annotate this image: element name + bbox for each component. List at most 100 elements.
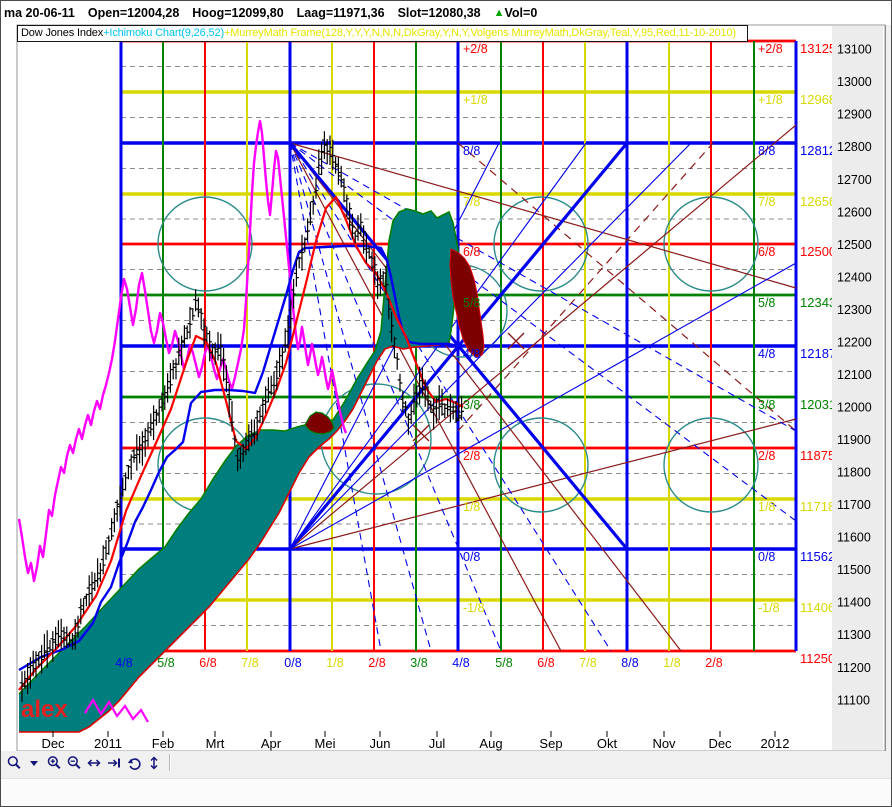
svg-text:2/8: 2/8 [758, 449, 775, 463]
status-volume-group: ▲ Vol=0 [494, 6, 538, 20]
gann-fan-lines [288, 124, 797, 652]
chart-title: Dow Jones Index+Ichimoku Chart(9,26,52)+… [17, 25, 748, 42]
svg-text:11700: 11700 [837, 498, 871, 512]
svg-text:12656: 12656 [800, 194, 836, 209]
watermark: alex [21, 696, 68, 723]
svg-text:0/8: 0/8 [463, 550, 480, 564]
status-bar: ma 20-06-11 Open=12004,28 Hoog=12099,80 … [4, 2, 537, 23]
svg-text:5/8: 5/8 [463, 296, 480, 310]
svg-text:2/8: 2/8 [463, 449, 480, 463]
murrey-labels: +2/8 +2/8 13125 +1/8 +1/8 12968 8/8 8/8 12812 7/8… [463, 41, 836, 666]
zoom-tool-button[interactable] [5, 753, 23, 772]
svg-text:1/8: 1/8 [758, 500, 775, 514]
arrow-to-bar-icon [108, 758, 120, 768]
svg-text:Okt: Okt [597, 736, 618, 751]
price-bars [19, 131, 464, 702]
svg-text:12600: 12600 [837, 205, 872, 219]
svg-text:13100: 13100 [837, 43, 872, 57]
svg-text:6/8: 6/8 [199, 656, 216, 670]
scroll-to-end-button[interactable] [105, 753, 123, 772]
svg-text:6/8: 6/8 [463, 245, 480, 259]
svg-text:-1/8: -1/8 [758, 601, 780, 615]
svg-text:4/8: 4/8 [758, 347, 775, 361]
price-axis: 13100 13000 12900 12800 12700 12600 12500 12400… [832, 26, 883, 750]
bottom-filler [1, 778, 891, 806]
svg-text:Dec: Dec [41, 736, 65, 751]
toolbar-separator [169, 754, 171, 771]
fit-vertical-button[interactable] [145, 753, 163, 772]
svg-text:11200: 11200 [837, 661, 871, 675]
zoom-in-icon [47, 756, 61, 770]
zoom-dropdown-button[interactable] [25, 753, 43, 772]
vertical-arrows-icon [150, 756, 158, 770]
svg-text:4/8: 4/8 [452, 656, 469, 670]
svg-text:11300: 11300 [837, 628, 871, 642]
svg-text:12343: 12343 [800, 295, 836, 310]
scroll-horizontal-button[interactable] [85, 753, 103, 772]
svg-text:11900: 11900 [837, 433, 871, 447]
caret-down-icon [30, 761, 38, 766]
svg-text:12300: 12300 [837, 303, 872, 317]
svg-text:11600: 11600 [837, 531, 871, 545]
svg-text:Feb: Feb [152, 736, 174, 751]
svg-text:7/8: 7/8 [241, 656, 258, 670]
svg-text:8/8: 8/8 [463, 144, 480, 158]
svg-text:+2/8: +2/8 [758, 42, 783, 56]
time-axis-months: Dec 2011 Feb Mrt Apr Mei Jun Jul Aug Sep Okt Nov Dec… [41, 731, 789, 751]
svg-text:Dec: Dec [708, 736, 732, 751]
svg-text:12500: 12500 [837, 238, 872, 252]
svg-text:7/8: 7/8 [579, 656, 596, 670]
svg-text:5/8: 5/8 [758, 296, 775, 310]
murrey-time-labels: 4/8 5/8 6/8 7/8 0/8 1/8 2/8 3/8 4/8 5/8 6/8 7/8 8/8 1… [115, 656, 722, 670]
svg-text:4/8: 4/8 [463, 347, 480, 361]
svg-text:12800: 12800 [837, 140, 872, 154]
svg-text:5/8: 5/8 [495, 656, 512, 670]
svg-text:8/8: 8/8 [758, 144, 775, 158]
svg-text:11800: 11800 [837, 466, 871, 480]
title-murreymath-params: +MurreyMath Frame(128,Y,Y,Y,N,N,N,DkGray… [223, 27, 736, 39]
zoom-out-button[interactable] [65, 753, 83, 772]
svg-text:12031: 12031 [800, 397, 836, 412]
svg-text:11562: 11562 [800, 549, 835, 564]
svg-text:1/8: 1/8 [463, 500, 480, 514]
svg-text:5/8: 5/8 [157, 656, 174, 670]
svg-text:Mei: Mei [315, 736, 336, 751]
svg-text:Sep: Sep [539, 736, 562, 751]
title-instrument: Dow Jones Index [21, 27, 104, 39]
svg-text:1/8: 1/8 [326, 656, 343, 670]
svg-text:11406: 11406 [800, 600, 835, 615]
svg-text:Mrt: Mrt [206, 736, 225, 751]
svg-text:2012: 2012 [761, 736, 790, 751]
up-triangle-icon: ▲ [493, 6, 505, 19]
undo-arrow-icon [127, 758, 141, 770]
svg-text:7/8: 7/8 [758, 195, 775, 209]
svg-text:3/8: 3/8 [758, 398, 775, 412]
svg-text:2/8: 2/8 [705, 656, 722, 670]
svg-text:6/8: 6/8 [758, 245, 775, 259]
status-close: Slot=12080,38 [397, 5, 481, 20]
zoom-in-button[interactable] [45, 753, 63, 772]
undo-zoom-button[interactable] [125, 753, 143, 772]
svg-text:-1/8: -1/8 [463, 601, 485, 615]
svg-text:6/8: 6/8 [537, 656, 554, 670]
svg-text:2/8: 2/8 [368, 656, 385, 670]
status-low: Laag=11971,36 [296, 5, 385, 20]
svg-text:+2/8: +2/8 [463, 42, 488, 56]
svg-text:11500: 11500 [837, 563, 871, 577]
status-volume: Vol=0 [504, 5, 538, 20]
svg-text:12200: 12200 [837, 335, 872, 349]
svg-text:Aug: Aug [479, 736, 502, 751]
zoom-out-icon [67, 756, 81, 770]
title-ichimoku-params: +Ichimoku Chart(9,26,52) [103, 27, 224, 39]
svg-text:11875: 11875 [800, 448, 835, 463]
svg-text:12187: 12187 [800, 346, 836, 361]
indicator-lines [17, 119, 465, 723]
svg-text:1/8: 1/8 [663, 656, 680, 670]
svg-text:2011: 2011 [94, 736, 122, 751]
svg-text:12000: 12000 [837, 401, 872, 415]
svg-text:12900: 12900 [837, 108, 872, 122]
horizontal-arrows-icon [87, 759, 101, 767]
status-date: ma 20-06-11 [4, 5, 75, 20]
